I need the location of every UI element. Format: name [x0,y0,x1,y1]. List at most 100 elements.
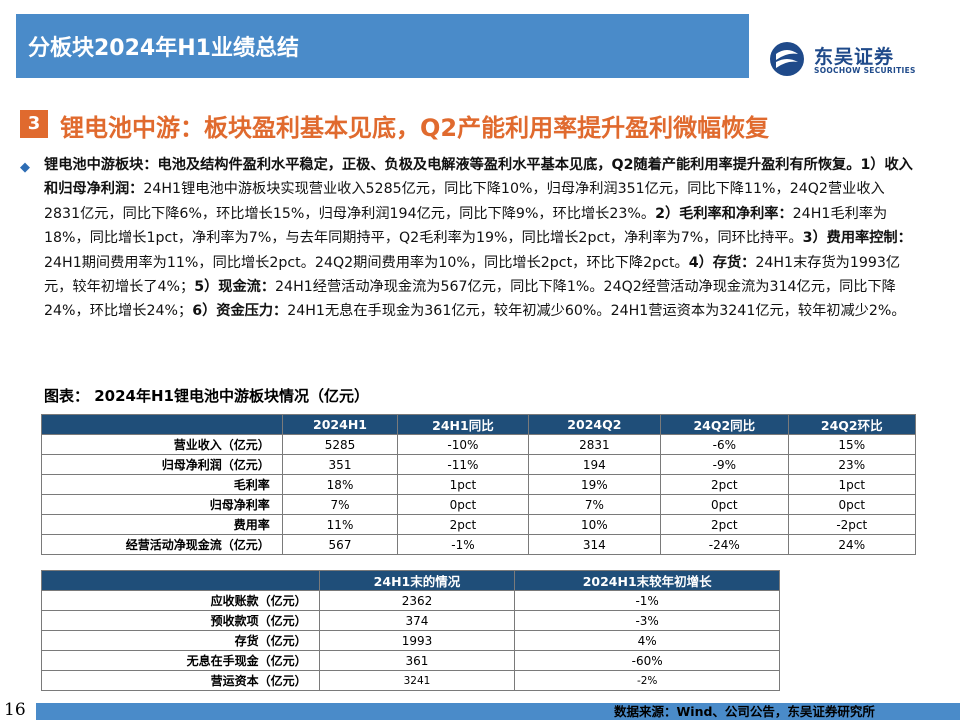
point-6-heading: 6）资金压力： [192,303,288,320]
table-cell: 0pct [397,494,529,515]
point-6-text: 24H1无息在手现金为361亿元，较年初减少60%。24H1营运资本为3241亿… [287,303,906,320]
table-header-cell: 2024H1末较年初增长 [514,570,780,591]
table-cell: -60% [514,650,780,671]
table-cell: 24% [787,534,917,555]
point-4-heading: 4）存货： [688,254,756,271]
table-cell: 2pct [660,514,789,535]
table-cell: 374 [318,610,516,631]
point-4-text: 24H1末存货为1993亿元，较年初增长了4%； [44,254,901,296]
table-row: 营业收入（亿元） 5285 -10% 2831 -6% 15% [41,434,917,455]
table-cell: -9% [660,454,789,475]
section-title: 锂电池中游：板块盈利基本见底，Q2产能利用率提升盈利微幅恢复 [60,114,770,142]
point-2-heading: 2）毛利率和净利率： [655,205,793,222]
row-label: 费用率 [41,514,283,535]
row-label: 无息在手现金（亿元） [41,650,320,671]
table-cell: 1993 [318,630,516,651]
table-cell: -2% [514,670,780,691]
table-cell: 19% [527,474,662,495]
table-header-cell: 24Q2同比 [660,414,789,435]
footer-bar [36,703,960,720]
table-cell: 2362 [318,590,516,611]
table-row: 存货（亿元） 1993 4% [41,630,780,651]
row-label: 营业收入（亿元） [41,434,283,455]
table-header-cell [41,570,320,591]
summary-lead: 锂电池中游板块：电池及结构件盈利水平稳定，正极、负极及电解液等盈利水平基本见底，… [44,157,861,173]
section-number: 3 [20,110,48,138]
data-source-note: 数据来源：Wind、公司公告，东吴证券研究所 [614,704,875,719]
header-bar [16,14,749,78]
table-cell: 18% [281,474,399,495]
table-cell: 314 [527,534,662,555]
table-header-cell: 24Q2环比 [787,414,917,435]
row-label: 营运资本（亿元） [41,670,320,691]
row-label: 归母净利率 [41,494,283,515]
table-cell: 567 [281,534,399,555]
table-cell: -1% [397,534,529,555]
table-cell: -3% [514,610,780,631]
table-header-row: 2024H1 24H1同比 2024Q2 24Q2同比 24Q2环比 [41,414,917,435]
table-header-cell: 2024H1 [281,414,399,435]
table-row: 归母净利润（亿元） 351 -11% 194 -9% 23% [41,454,917,475]
table-cell: 23% [787,454,917,475]
table-cell: 2pct [660,474,789,495]
table-cell: 5285 [281,434,399,455]
table-cell: 1pct [397,474,529,495]
performance-table: 2024H1 24H1同比 2024Q2 24Q2同比 24Q2环比 营业收入（… [41,414,917,555]
table-header-cell [41,414,283,435]
table-row: 费用率 11% 2pct 10% 2pct -2pct [41,514,917,535]
table-cell: 3241 [318,670,516,691]
table-cell: 10% [527,514,662,535]
logo-chinese-name: 东吴证券 [814,46,895,68]
table-header-cell: 24H1同比 [397,414,529,435]
table-row: 毛利率 18% 1pct 19% 2pct 1pct [41,474,917,495]
table-cell: 2831 [527,434,662,455]
table-cell: 351 [281,454,399,475]
table-cell: 7% [527,494,662,515]
page-number: 16 [4,700,26,720]
point-3-text: 24H1期间费用率为11%，同比增长2pct。24Q2期间费用率为10%，同比增… [44,254,689,271]
point-5-heading: 5）现金流： [194,279,276,296]
table-cell: 7% [281,494,399,515]
table-cell: 194 [527,454,662,475]
soochow-logo-icon [770,42,804,76]
summary-paragraph: 锂电池中游板块：电池及结构件盈利水平稳定，正极、负极及电解液等盈利水平基本见底，… [44,153,916,324]
page-title: 分板块2024年H1业绩总结 [28,36,299,61]
table-row: 经营活动净现金流（亿元） 567 -1% 314 -24% 24% [41,534,917,555]
table-cell: -11% [397,454,529,475]
table-header-cell: 24H1末的情况 [318,570,516,591]
table-cell: 2pct [397,514,529,535]
row-label: 毛利率 [41,474,283,495]
table-cell: -6% [660,434,789,455]
table-cell: 0pct [787,494,917,515]
table-row: 归母净利率 7% 0pct 7% 0pct 0pct [41,494,917,515]
table-cell: 4% [514,630,780,651]
point-2-text: 24H1毛利率为18%，同比增长1pct，净利率为7%，与去年同期持平，Q2毛利… [44,205,888,247]
logo-english-name: SOOCHOW SECURITIES [814,66,916,75]
figure-title: 图表： 2024年H1锂电池中游板块情况（亿元） [44,387,369,405]
diamond-bullet-icon: ◆ [20,160,30,175]
table-row: 无息在手现金（亿元） 361 -60% [41,650,780,671]
table-cell: 15% [787,434,917,455]
balance-table: 24H1末的情况 2024H1末较年初增长 应收账款（亿元） 2362 -1% … [41,570,780,691]
point-1-text: 24H1锂电池中游板块实现营业收入5285亿元，同比下降10%，归母净利润351… [44,181,885,222]
table-cell: -10% [397,434,529,455]
table-row: 营运资本（亿元） 3241 -2% [41,670,780,691]
point-5-text: 24H1经营活动净现金流为567亿元，同比下降1%。24Q2经营活动净现金流为3… [44,279,896,320]
table-cell: 1pct [787,474,917,495]
row-label: 存货（亿元） [41,630,320,651]
row-label: 预收款项（亿元） [41,610,320,631]
table-cell: 361 [318,650,516,671]
table-cell: -1% [514,590,780,611]
table-cell: 0pct [660,494,789,515]
table-cell: -2pct [787,514,917,535]
point-1-heading: 1）收入和归母净利润： [44,157,913,198]
table-header-cell: 2024Q2 [527,414,662,435]
point-3-heading: 3）费用率控制： [802,230,912,247]
table-header-row: 24H1末的情况 2024H1末较年初增长 [41,570,780,591]
table-row: 预收款项（亿元） 374 -3% [41,610,780,631]
table-cell: -24% [660,534,789,555]
table-row: 应收账款（亿元） 2362 -1% [41,590,780,611]
row-label: 归母净利润（亿元） [41,454,283,475]
table-cell: 11% [281,514,399,535]
company-logo: 东吴证券 SOOCHOW SECURITIES [768,40,948,80]
